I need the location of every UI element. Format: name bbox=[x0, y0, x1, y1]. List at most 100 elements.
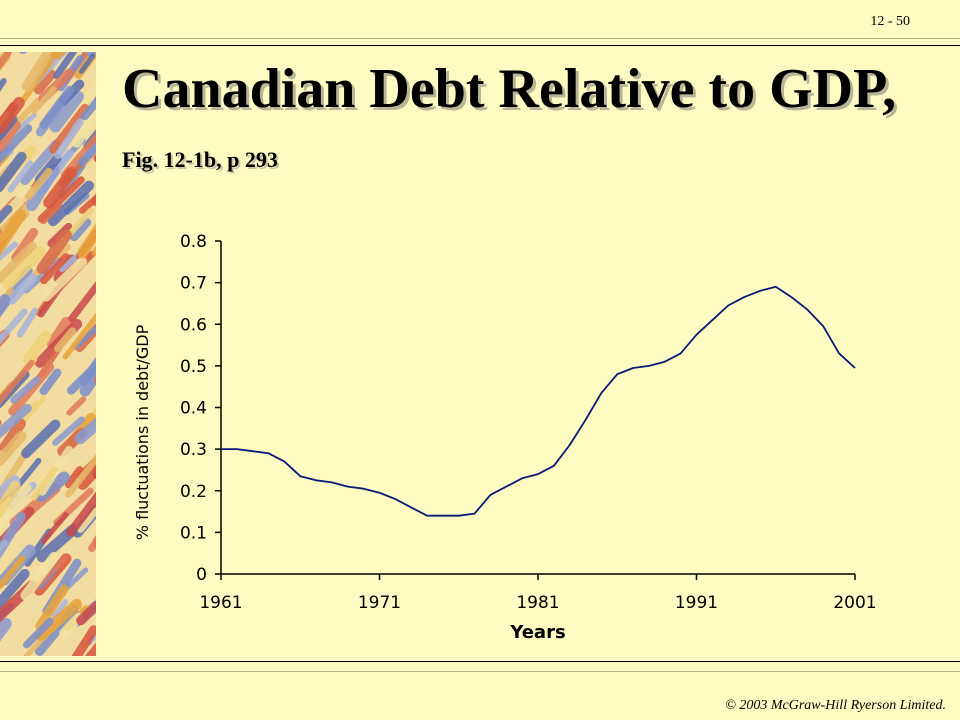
decorative-art-stroke bbox=[77, 507, 96, 533]
decorative-art-stroke bbox=[30, 466, 58, 501]
y-tick-label: 0.1 bbox=[180, 523, 207, 543]
decorative-art-stroke bbox=[54, 118, 84, 160]
decorative-art-stroke bbox=[79, 356, 96, 387]
decorative-art-stroke bbox=[21, 58, 54, 103]
decorative-art-stroke bbox=[66, 491, 96, 537]
y-tick-label: 0.8 bbox=[180, 232, 207, 252]
x-tick-label: 1991 bbox=[675, 593, 718, 613]
decorative-art-stroke bbox=[0, 77, 7, 93]
decorative-art-stroke bbox=[39, 368, 62, 396]
y-tick-label: 0.4 bbox=[180, 399, 207, 419]
decorative-art-stroke bbox=[47, 180, 95, 227]
decorative-art-stroke bbox=[64, 466, 84, 489]
decorative-art-stroke bbox=[79, 364, 96, 397]
decorative-art-stroke bbox=[43, 166, 78, 209]
decorative-art-stroke bbox=[66, 396, 87, 416]
decorative-art-stroke bbox=[71, 625, 96, 656]
y-tick-label: 0.3 bbox=[180, 440, 207, 460]
decorative-art-stroke bbox=[74, 417, 96, 445]
decorative-art-stroke bbox=[10, 376, 41, 404]
decorative-art-stroke bbox=[40, 253, 70, 285]
decorative-art-stroke bbox=[0, 359, 35, 406]
decorative-art-stroke bbox=[0, 52, 13, 70]
decorative-art-stroke bbox=[65, 453, 96, 498]
y-tick-label: 0 bbox=[196, 565, 207, 585]
x-tick-label: 1961 bbox=[199, 593, 242, 613]
top-rule-light bbox=[0, 38, 960, 39]
decorative-side-artwork-graphic bbox=[0, 52, 96, 656]
decorative-art-stroke bbox=[76, 601, 96, 626]
decorative-art-stroke bbox=[25, 167, 53, 200]
decorative-art-stroke bbox=[0, 555, 26, 590]
decorative-art-stroke bbox=[52, 416, 85, 446]
decorative-art-stroke bbox=[0, 308, 28, 345]
decorative-art-stroke bbox=[7, 160, 34, 193]
decorative-art-stroke bbox=[80, 96, 96, 121]
decorative-art-stroke bbox=[16, 307, 39, 338]
decorative-art-stroke bbox=[22, 330, 52, 365]
decorative-art-stroke bbox=[0, 241, 18, 261]
decorative-art-stroke bbox=[0, 617, 12, 642]
x-axis-label: Years bbox=[509, 622, 565, 643]
series-line bbox=[221, 285, 856, 517]
decorative-art-stroke bbox=[0, 205, 13, 224]
decorative-art-stroke bbox=[65, 81, 96, 122]
decorative-art-stroke bbox=[0, 210, 26, 257]
decorative-art-stroke bbox=[0, 539, 8, 552]
y-tick-label: 0.6 bbox=[180, 315, 207, 335]
decorative-art-stroke bbox=[20, 551, 60, 601]
decorative-art-stroke bbox=[77, 222, 96, 259]
decorative-art-stroke bbox=[33, 69, 56, 95]
decorative-art-stroke bbox=[78, 194, 96, 214]
slide-title-reference: Fig. 12-1b, p 293 bbox=[122, 147, 278, 172]
x-tick-label: 2001 bbox=[833, 593, 876, 613]
decorative-art-stroke bbox=[71, 102, 96, 148]
decorative-art-stroke bbox=[7, 273, 38, 305]
decorative-art-stroke bbox=[35, 584, 69, 631]
decorative-art-stroke bbox=[41, 512, 69, 544]
y-tick-label: 0.2 bbox=[180, 482, 207, 502]
decorative-art-stroke bbox=[0, 418, 26, 453]
decorative-art-stroke bbox=[39, 201, 62, 224]
decorative-art-stroke bbox=[0, 241, 37, 285]
x-tick-label: 1981 bbox=[516, 593, 559, 613]
y-tick-label: 0.5 bbox=[180, 357, 207, 377]
decorative-art-stroke bbox=[0, 96, 25, 134]
decorative-art-stroke bbox=[68, 281, 96, 323]
copyright-footer: © 2003 McGraw-Hill Ryerson Limited. bbox=[725, 698, 946, 713]
slide-title: Canadian Debt Relative to GDP, Fig. 12-1… bbox=[122, 56, 902, 193]
y-axis-label: % fluctuations in debt/GDP bbox=[133, 324, 152, 540]
decorative-art-stroke bbox=[0, 124, 33, 164]
top-rule-dark bbox=[0, 45, 960, 46]
decorative-art-stroke bbox=[54, 327, 77, 353]
decorative-art-stroke bbox=[59, 612, 84, 638]
decorative-art-stroke bbox=[0, 484, 32, 529]
decorative-art-stroke bbox=[0, 294, 11, 317]
decorative-art-stroke bbox=[22, 52, 52, 92]
decorative-art-stroke bbox=[25, 164, 60, 212]
decorative-art-stroke bbox=[0, 151, 27, 193]
chart-marks bbox=[221, 285, 856, 517]
decorative-art-stroke bbox=[31, 86, 57, 115]
decorative-art-stroke bbox=[0, 119, 21, 152]
decorative-art-stroke bbox=[78, 53, 96, 74]
decorative-art-stroke bbox=[63, 567, 89, 592]
decorative-art-stroke bbox=[23, 617, 54, 649]
decorative-art-stroke bbox=[21, 419, 61, 459]
decorative-art-stroke bbox=[49, 90, 84, 133]
decorative-art-stroke bbox=[0, 480, 21, 519]
bottom-rule-dark bbox=[0, 661, 960, 662]
decorative-art-stroke bbox=[36, 229, 72, 275]
y-tick-label: 0.7 bbox=[180, 274, 207, 294]
bottom-rule-light bbox=[0, 671, 960, 672]
decorative-art-stroke bbox=[0, 403, 32, 439]
chart-ticks: 0 0.1 0.2 0.3 0.4 0.5 0.6 0.7 0.8 1961 1971 1981 199… bbox=[180, 232, 877, 613]
decorative-art-stroke bbox=[62, 312, 96, 360]
decorative-art-stroke bbox=[69, 217, 92, 242]
decorative-art-stroke bbox=[2, 246, 47, 290]
decorative-art-stroke bbox=[51, 599, 69, 620]
decorative-art-stroke bbox=[0, 568, 30, 610]
decorative-side-artwork bbox=[0, 52, 96, 656]
decorative-art-stroke bbox=[41, 256, 87, 302]
